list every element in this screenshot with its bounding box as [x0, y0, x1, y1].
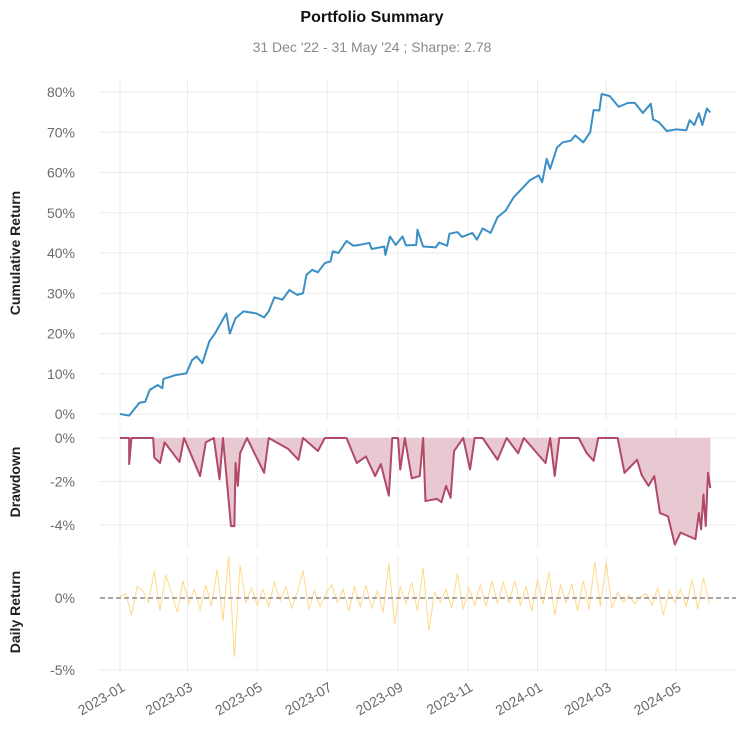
y-tick-label-cumulative-return: 30% — [47, 285, 75, 301]
y-tick-label-daily-return: 0% — [55, 590, 75, 606]
y-tick-label-cumulative-return: 40% — [47, 245, 75, 261]
daily-return-line — [119, 556, 710, 658]
y-tick-label-cumulative-return: 50% — [47, 205, 75, 221]
x-tick-label: 2023-09 — [353, 679, 406, 719]
x-tick-label: 2023-11 — [424, 679, 476, 718]
y-axis-title-daily-return: Daily Return — [7, 571, 23, 653]
y-axis-title-drawdown: Drawdown — [7, 447, 23, 518]
x-tick-label: 2023-07 — [282, 679, 335, 719]
y-axis-title-cumulative-return: Cumulative Return — [7, 191, 23, 315]
cumulative-return-line — [119, 93, 712, 417]
y-tick-label-drawdown: -2% — [50, 474, 75, 490]
y-tick-label-cumulative-return: 0% — [55, 406, 75, 422]
y-tick-label-cumulative-return: 60% — [47, 165, 75, 181]
drawdown-area — [120, 438, 711, 545]
x-tick-label: 2024-03 — [561, 679, 614, 719]
chart-subtitle: 31 Dec '22 - 31 May '24 ; Sharpe: 2.78 — [253, 39, 492, 55]
y-tick-label-drawdown: 0% — [55, 430, 75, 446]
x-tick-label: 2023-05 — [212, 679, 265, 719]
y-tick-label-cumulative-return: 70% — [47, 124, 75, 140]
x-tick-label: 2023-03 — [142, 679, 195, 719]
x-tick-label: 2024-01 — [493, 679, 546, 719]
x-tick-label: 2024-05 — [631, 679, 684, 719]
drawdown-line — [120, 437, 712, 546]
gridlines — [100, 80, 736, 672]
y-tick-label-daily-return: -5% — [50, 662, 75, 678]
y-tick-label-drawdown: -4% — [50, 517, 75, 533]
y-tick-label-cumulative-return: 20% — [47, 326, 75, 342]
chart-title: Portfolio Summary — [300, 9, 443, 26]
x-tick-label: 2023-01 — [75, 679, 128, 719]
y-tick-label-cumulative-return: 10% — [47, 366, 75, 382]
y-tick-label-cumulative-return: 80% — [47, 84, 75, 100]
